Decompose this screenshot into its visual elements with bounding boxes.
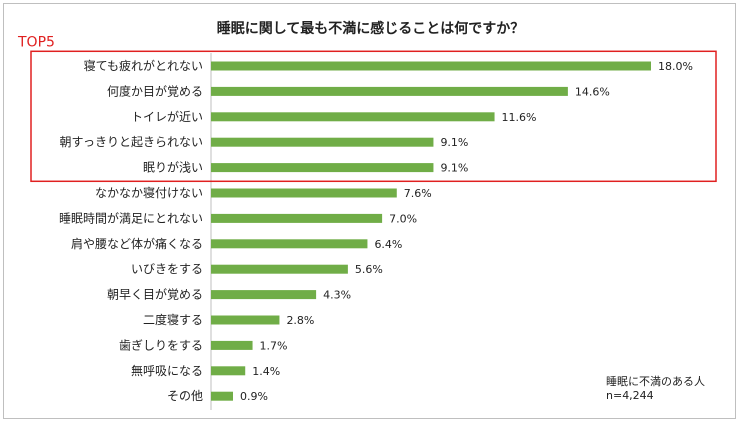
bar bbox=[211, 137, 434, 147]
top5-label: TOP5 bbox=[17, 34, 55, 50]
category-label: 何度か目が覚める bbox=[107, 83, 203, 98]
bar bbox=[211, 61, 651, 71]
category-label: 歯ぎしりをする bbox=[119, 338, 203, 352]
category-label: いびきをする bbox=[131, 262, 203, 276]
value-label: 7.0% bbox=[389, 212, 417, 225]
value-label: 6.4% bbox=[374, 238, 402, 251]
sample-note: 睡眠に不満のある人 bbox=[606, 375, 705, 388]
category-label: トイレが近い bbox=[131, 109, 203, 124]
category-label: 朝すっきりと起きられない bbox=[59, 135, 203, 149]
chart-title: 睡眠に関して最も不満に感じることは何ですか？ bbox=[216, 21, 525, 37]
top5-highlight-box bbox=[30, 50, 717, 183]
bar bbox=[211, 213, 383, 223]
category-label: なかなか寝付けない bbox=[95, 185, 203, 200]
category-label: 寝ても疲れがとれない bbox=[84, 58, 203, 73]
category-label: その他 bbox=[167, 389, 203, 403]
value-label: 2.8% bbox=[286, 314, 314, 327]
category-label: 睡眠時間が満足にとれない bbox=[59, 210, 203, 225]
category-label: 二度寝する bbox=[143, 312, 203, 327]
bar bbox=[211, 290, 317, 300]
chart-frame bbox=[3, 3, 736, 419]
value-label: 5.6% bbox=[355, 263, 383, 276]
bar bbox=[211, 264, 348, 274]
value-label: 0.9% bbox=[240, 390, 268, 403]
bar bbox=[211, 188, 397, 198]
bar bbox=[211, 86, 568, 96]
category-label: 無呼吸になる bbox=[131, 363, 203, 378]
value-label: 1.4% bbox=[252, 365, 280, 378]
value-label: 11.6% bbox=[502, 111, 537, 124]
bar bbox=[211, 163, 434, 173]
category-label: 朝早く目が覚める bbox=[107, 287, 203, 302]
category-label: 眠りが浅い bbox=[143, 160, 203, 175]
bar bbox=[211, 340, 253, 350]
value-label: 7.6% bbox=[404, 187, 432, 200]
sample-size: n=4,244 bbox=[606, 389, 654, 402]
value-label: 18.0% bbox=[658, 60, 693, 73]
bar bbox=[211, 315, 280, 325]
value-label: 14.6% bbox=[575, 85, 610, 98]
bar bbox=[211, 112, 495, 122]
bar bbox=[211, 366, 246, 376]
category-label: 肩や腰など体が痛くなる bbox=[71, 236, 203, 251]
value-label: 9.1% bbox=[440, 162, 468, 175]
value-label: 4.3% bbox=[323, 289, 351, 302]
bar bbox=[211, 391, 233, 401]
value-label: 9.1% bbox=[440, 136, 468, 149]
bar bbox=[211, 239, 368, 249]
value-label: 1.7% bbox=[260, 339, 288, 352]
